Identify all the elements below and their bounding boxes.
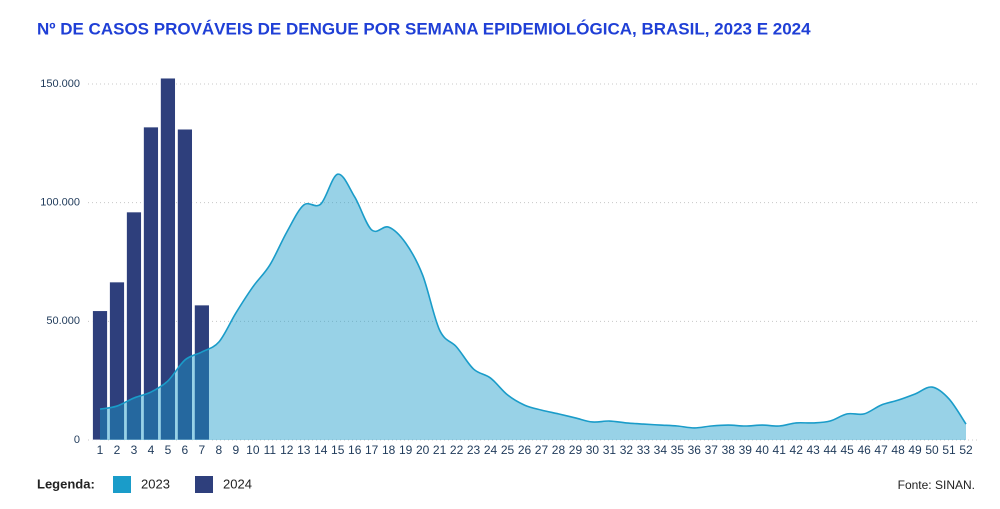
x-tick-label: 8: [216, 443, 223, 457]
y-tick-label: 0: [74, 434, 80, 446]
x-tick-label: 46: [857, 443, 871, 457]
x-tick-label: 35: [671, 443, 685, 457]
x-tick-label: 41: [773, 443, 787, 457]
bar: [143, 126, 159, 441]
x-tick-label: 34: [654, 443, 668, 457]
x-tick-label: 1: [97, 443, 104, 457]
x-tick-label: 33: [637, 443, 651, 457]
bar: [193, 304, 210, 441]
legend-label: 2023: [141, 476, 170, 491]
x-tick-label: 7: [199, 443, 206, 457]
legend-swatch: [195, 476, 213, 493]
x-tick-label: 43: [806, 443, 820, 457]
x-tick-label: 28: [552, 443, 566, 457]
x-tick-label: 6: [182, 443, 189, 457]
x-tick-label: 32: [620, 443, 634, 457]
x-tick-label: 12: [280, 443, 294, 457]
x-tick-label: 52: [959, 443, 973, 457]
x-tick-label: 9: [232, 443, 239, 457]
x-tick-label: 21: [433, 443, 447, 457]
x-tick-label: 44: [823, 443, 837, 457]
x-tick-label: 4: [148, 443, 155, 457]
y-tick-label: 50.000: [46, 315, 80, 327]
legend-swatch: [113, 476, 131, 493]
x-tick-label: 13: [297, 443, 311, 457]
x-tick-label: 39: [739, 443, 753, 457]
bar: [177, 128, 193, 441]
x-tick-label: 50: [925, 443, 939, 457]
x-tick-label: 26: [518, 443, 532, 457]
x-tick-label: 15: [331, 443, 345, 457]
y-tick-label: 150.000: [40, 78, 80, 90]
y-tick-label: 100.000: [40, 197, 80, 209]
bar: [160, 77, 176, 441]
x-tick-label: 40: [756, 443, 770, 457]
x-tick-label: 47: [874, 443, 888, 457]
x-tick-label: 14: [314, 443, 328, 457]
legend-label: 2024: [223, 476, 252, 491]
x-tick-label: 37: [705, 443, 719, 457]
x-tick-label: 20: [416, 443, 430, 457]
x-tick-label: 27: [535, 443, 549, 457]
x-tick-label: 11: [264, 443, 277, 457]
x-tick-label: 22: [450, 443, 464, 457]
x-tick-label: 49: [908, 443, 922, 457]
x-tick-label: 48: [891, 443, 905, 457]
x-tick-label: 10: [246, 443, 260, 457]
legend-title: Legenda:: [37, 476, 95, 491]
x-tick-label: 25: [501, 443, 515, 457]
x-tick-label: 29: [569, 443, 583, 457]
x-tick-label: 16: [348, 443, 362, 457]
x-tick-label: 23: [467, 443, 481, 457]
x-tick-label: 19: [399, 443, 413, 457]
x-tick-label: 5: [165, 443, 172, 457]
x-tick-label: 18: [382, 443, 396, 457]
x-tick-label: 24: [484, 443, 498, 457]
x-tick-label: 38: [722, 443, 736, 457]
x-tick-label: 42: [790, 443, 804, 457]
x-tick-label: 31: [603, 443, 617, 457]
source-note: Fonte: SINAN.: [898, 478, 975, 492]
x-tick-label: 2: [114, 443, 121, 457]
bar: [126, 211, 142, 441]
x-tick-label: 30: [586, 443, 600, 457]
x-tick-label: 45: [840, 443, 854, 457]
x-tick-label: 36: [688, 443, 702, 457]
x-tick-label: 3: [131, 443, 138, 457]
area: [100, 174, 966, 440]
x-tick-label: 17: [365, 443, 379, 457]
line: [99, 173, 967, 429]
bar: [109, 281, 125, 441]
x-tick-label: 51: [942, 443, 956, 457]
chart-title: Nº DE CASOS PROVÁVEIS DE DENGUE POR SEMA…: [37, 19, 811, 38]
bar: [92, 310, 108, 441]
